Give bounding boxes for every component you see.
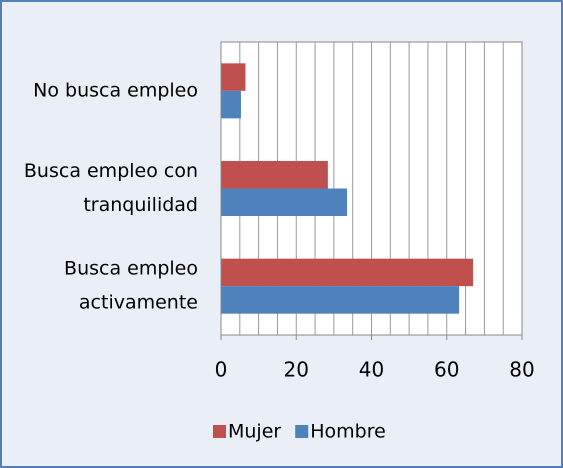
x-tick-label: 0: [215, 358, 228, 382]
legend-swatch: [213, 425, 226, 438]
category-label: Busca empleo con: [24, 160, 198, 182]
category-label: Busca empleo: [64, 258, 198, 280]
legend-label: Mujer: [228, 421, 281, 443]
bar: [221, 161, 328, 189]
category-label: No busca empleo: [33, 79, 198, 101]
bar: [221, 188, 348, 216]
category-label: tranquilidad: [83, 194, 198, 216]
x-tick-label: 80: [509, 358, 534, 382]
category-label: activamente: [79, 292, 198, 314]
legend-swatch: [295, 425, 309, 438]
x-tick-label: 40: [359, 358, 384, 382]
x-tick-label: 20: [284, 358, 309, 382]
bar: [221, 63, 246, 91]
bar: [221, 90, 241, 119]
x-tick-label: 60: [434, 358, 459, 382]
bar: [221, 286, 460, 314]
bar: [221, 258, 474, 287]
legend-label: Hombre: [310, 421, 386, 443]
